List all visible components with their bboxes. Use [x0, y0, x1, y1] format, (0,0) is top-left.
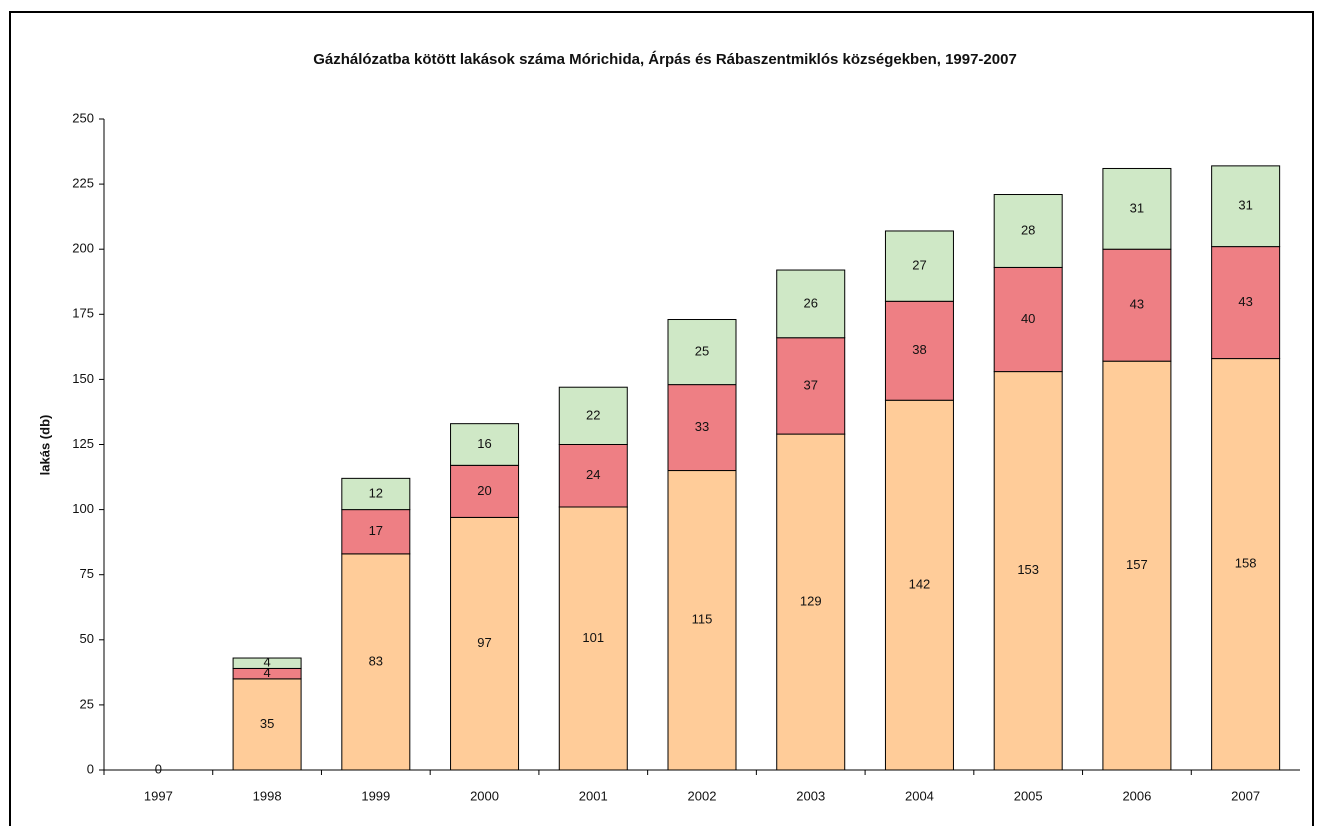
- bar-segment: [1211, 246, 1281, 360]
- x-tick-label: 1998: [253, 788, 282, 803]
- bar-segment: [1102, 248, 1172, 362]
- bar-segment: [558, 386, 628, 446]
- x-tick-label: 1997: [144, 788, 173, 803]
- bar-segment: [450, 516, 520, 771]
- value-label: 17: [369, 523, 383, 538]
- bar-segment: [667, 470, 737, 771]
- x-tick-label: 2005: [1014, 788, 1043, 803]
- x-tick-label: 2003: [796, 788, 825, 803]
- value-label: 43: [1130, 297, 1144, 312]
- x-tick-label: 2007: [1231, 788, 1260, 803]
- bar-segment: [1211, 165, 1281, 248]
- value-label: 115: [692, 612, 713, 627]
- value-label: 12: [369, 485, 383, 500]
- value-label: 27: [912, 258, 926, 273]
- bar-segment: [341, 477, 411, 511]
- value-label: 24: [586, 467, 600, 482]
- y-tick-label: 250: [72, 110, 94, 125]
- chart-title: Gázhálózatba kötött lakások száma Mórich…: [313, 51, 1017, 68]
- x-tick-label: 2002: [688, 788, 717, 803]
- x-tick-label: 2006: [1122, 788, 1151, 803]
- bar-segment: [341, 509, 411, 555]
- value-label: 28: [1021, 222, 1035, 237]
- bar-segment: [993, 371, 1063, 771]
- y-axis-label: lakás (db): [37, 415, 52, 476]
- y-tick-label: 75: [80, 566, 94, 581]
- value-label: 0: [155, 761, 162, 776]
- value-label: 31: [1238, 198, 1252, 213]
- bar-segment: [776, 269, 846, 339]
- value-label: 25: [695, 343, 709, 358]
- bar-segment: [884, 230, 954, 302]
- value-label: 43: [1238, 294, 1252, 309]
- x-tick-label: 2000: [470, 788, 499, 803]
- y-tick-label: 200: [72, 241, 94, 256]
- bar-segment: [232, 678, 302, 771]
- y-tick-label: 25: [80, 696, 94, 711]
- x-tick-label: 2001: [579, 788, 608, 803]
- value-label: 158: [1235, 556, 1257, 571]
- bar-segment: [993, 266, 1063, 373]
- y-tick-label: 150: [72, 371, 94, 386]
- value-label: 26: [803, 295, 817, 310]
- bar-segment: [776, 337, 846, 435]
- y-tick-label: 100: [72, 501, 94, 516]
- value-label: 142: [909, 577, 931, 592]
- bar-segment: [232, 657, 302, 669]
- bar-segment: [1102, 167, 1172, 250]
- value-label: 20: [477, 483, 491, 498]
- value-label: 35: [260, 716, 274, 731]
- value-label: 4: [263, 655, 270, 670]
- y-tick-label: 225: [72, 176, 94, 191]
- value-label: 4: [263, 665, 270, 680]
- bar-segment: [884, 399, 954, 771]
- value-label: 38: [912, 342, 926, 357]
- x-tick-label: 2004: [905, 788, 934, 803]
- y-tick-label: 175: [72, 306, 94, 321]
- bar-segment: [776, 433, 846, 771]
- value-label: 22: [586, 407, 600, 422]
- value-label: 40: [1021, 311, 1035, 326]
- value-label: 16: [477, 436, 491, 451]
- y-tick-label: 125: [72, 436, 94, 451]
- value-label: 31: [1130, 200, 1144, 215]
- value-label: 153: [1017, 562, 1039, 577]
- y-tick-label: 50: [80, 631, 94, 646]
- bar-segment: [1102, 360, 1172, 771]
- bar-segment: [993, 194, 1063, 268]
- value-label: 129: [800, 593, 822, 608]
- bar-segment: [558, 444, 628, 508]
- chart-border: [9, 11, 1314, 826]
- value-label: 101: [582, 630, 604, 645]
- bar-segment: [667, 384, 737, 472]
- bar-segment: [450, 464, 520, 518]
- value-label: 83: [369, 653, 383, 668]
- y-tick-label: 0: [87, 761, 94, 776]
- bar-segment: [450, 423, 520, 466]
- value-label: 97: [477, 635, 491, 650]
- bar-segment: [667, 319, 737, 386]
- value-label: 37: [803, 377, 817, 392]
- value-label: 33: [695, 419, 709, 434]
- value-label: 157: [1126, 557, 1148, 572]
- bar-segment: [558, 506, 628, 771]
- x-tick-label: 1999: [361, 788, 390, 803]
